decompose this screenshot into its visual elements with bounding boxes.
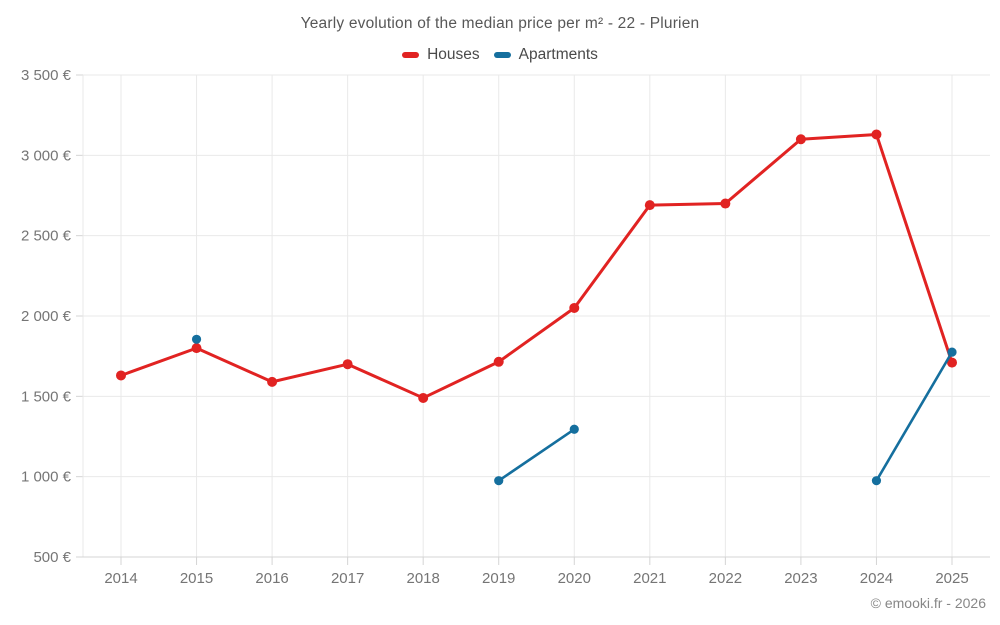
x-tick-label-2016: 2016 — [255, 570, 288, 587]
y-tick-label-2000: 2 000 € — [21, 308, 72, 325]
houses-point-2022[interactable] — [720, 198, 731, 209]
x-tick-label-2023: 2023 — [784, 570, 817, 587]
houses-point-2018[interactable] — [418, 392, 429, 403]
houses-point-2021[interactable] — [644, 200, 655, 211]
x-tick-label-2021: 2021 — [633, 570, 666, 587]
y-tick-label-500: 500 € — [33, 549, 71, 566]
houses-point-2017[interactable] — [342, 359, 353, 370]
houses-series-swatch-icon — [402, 52, 420, 58]
apartments-point-2024[interactable] — [871, 476, 882, 486]
y-tick-label-1500: 1 500 € — [21, 388, 72, 405]
houses-point-2025[interactable] — [947, 357, 957, 368]
apartments-line — [497, 350, 954, 482]
houses-point-2016[interactable] — [267, 376, 278, 387]
copyright-text: © emooki.fr - 2026 — [870, 595, 986, 611]
legend-item-apartments[interactable]: Apartments — [493, 46, 598, 64]
x-tick-label-2020: 2020 — [558, 570, 591, 587]
y-tick-label-3500: 3 500 € — [21, 67, 72, 84]
houses-legend-label: Houses — [427, 46, 480, 63]
houses-point-2019[interactable] — [493, 356, 504, 367]
houses-point-2024[interactable] — [871, 129, 882, 140]
apartments-point-2015[interactable] — [191, 334, 202, 344]
y-tick-label-3000: 3 000 € — [21, 147, 72, 164]
x-tick-label-2025: 2025 — [935, 570, 968, 587]
houses-point-2020[interactable] — [569, 302, 580, 313]
x-tick-label-2018: 2018 — [406, 570, 439, 587]
x-tick-label-2022: 2022 — [709, 570, 742, 587]
apartments-point-2025[interactable] — [947, 347, 957, 357]
houses-point-2015[interactable] — [191, 343, 202, 354]
chart-title: Yearly evolution of the median price per… — [300, 15, 700, 32]
chart-legend: Houses Apartments — [0, 46, 1000, 64]
x-tick-label-2024: 2024 — [860, 570, 893, 587]
x-tick-label-2015: 2015 — [180, 570, 213, 587]
y-tick-label-2500: 2 500 € — [21, 228, 72, 245]
apartments-point-2019[interactable] — [494, 476, 504, 486]
y-tick-label-1000: 1 000 € — [21, 469, 72, 486]
houses-point-2023[interactable] — [795, 134, 806, 145]
x-tick-label-2019: 2019 — [482, 570, 515, 587]
x-tick-label-2017: 2017 — [331, 570, 364, 587]
legend-item-houses[interactable]: Houses — [402, 46, 480, 64]
houses-line — [119, 132, 954, 400]
apartments-point-2020[interactable] — [569, 424, 579, 434]
x-tick-label-2014: 2014 — [104, 570, 137, 587]
apartments-legend-label: Apartments — [518, 46, 598, 63]
apartments-series-swatch-icon — [493, 52, 511, 58]
houses-point-2014[interactable] — [116, 370, 126, 381]
